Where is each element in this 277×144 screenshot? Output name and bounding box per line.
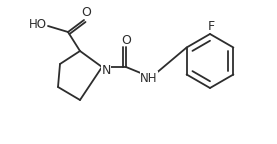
Text: HO: HO bbox=[29, 18, 47, 31]
Text: O: O bbox=[121, 34, 131, 47]
Text: NH: NH bbox=[140, 72, 158, 85]
Text: O: O bbox=[81, 6, 91, 19]
Text: F: F bbox=[207, 19, 215, 33]
Text: N: N bbox=[101, 65, 111, 77]
